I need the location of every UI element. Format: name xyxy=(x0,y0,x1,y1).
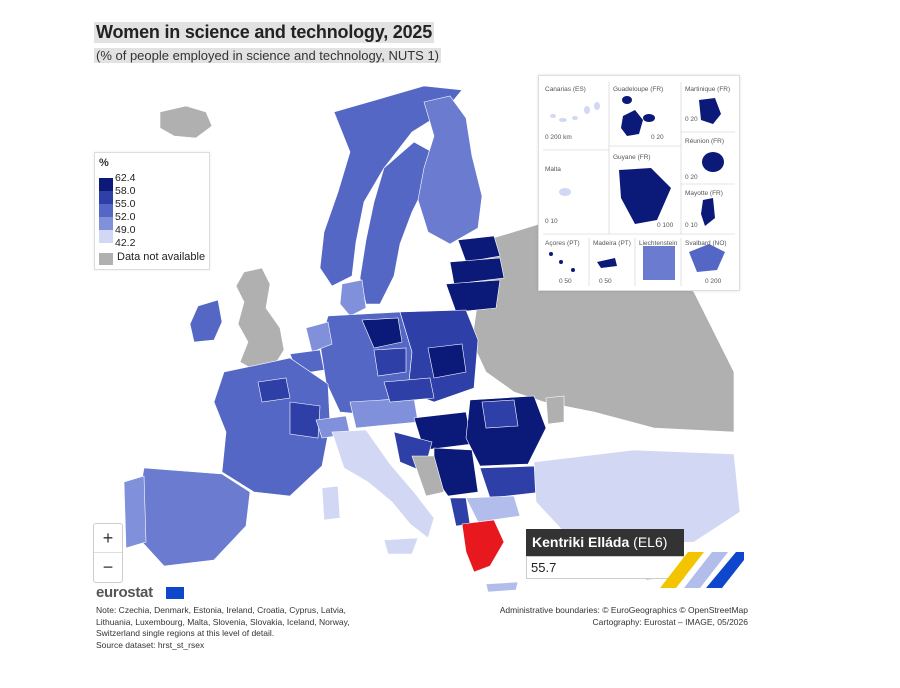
region-finland xyxy=(417,95,483,245)
legend-na-swatch xyxy=(99,253,113,265)
legend-tick: 49.0 xyxy=(115,224,136,236)
region-estonia xyxy=(457,235,501,263)
inset-label-svalbard: Svalbard (NO) xyxy=(685,240,727,247)
inset-scale-svalbard: 0 200 xyxy=(705,278,722,285)
inset-mayotte-shape xyxy=(701,198,715,226)
inset-reunion-shape xyxy=(702,152,724,172)
region-italy xyxy=(331,429,435,539)
eu-flag-icon xyxy=(166,587,184,599)
region-greece-north xyxy=(465,495,521,523)
region-crete xyxy=(485,581,519,593)
region-denmark xyxy=(339,279,367,317)
inset-martinique-shape xyxy=(699,98,721,124)
region-sardinia xyxy=(321,485,341,521)
region-sicily xyxy=(383,537,419,555)
region-norway xyxy=(319,85,463,287)
region-portugal xyxy=(123,475,147,549)
inset-scale-guyane: 0 100 xyxy=(657,222,674,229)
decorative-stripes-icon xyxy=(660,552,744,588)
legend-swatch-3 xyxy=(99,204,113,217)
region-fr-centre xyxy=(289,401,321,439)
inset-maps-panel: Canarias (ES) 0 200 km Guadeloupe (FR) 0… xyxy=(538,75,740,291)
legend-na-label: Data not available xyxy=(117,251,206,263)
zoom-out-button[interactable]: − xyxy=(102,557,114,577)
footer-note-text: Note: Czechia, Denmark, Estonia, Ireland… xyxy=(96,605,350,638)
inset-label-madeira: Madeira (PT) xyxy=(593,240,631,247)
region-spain xyxy=(137,467,251,567)
region-france xyxy=(213,357,331,497)
legend-swatch-2 xyxy=(99,191,113,204)
inset-scale-acores: 0 50 xyxy=(559,278,572,285)
inset-malta-shape xyxy=(559,188,571,196)
legend-tick: 52.0 xyxy=(115,211,136,223)
region-moldova xyxy=(545,395,565,425)
region-pl-central xyxy=(427,343,467,379)
region-bulgaria xyxy=(479,465,543,499)
inset-scale-canarias: 0 200 km xyxy=(545,134,572,141)
region-balkans-na xyxy=(411,455,445,497)
inset-scale-reunion: 0 20 xyxy=(685,174,698,181)
footer-boundaries: Administrative boundaries: © EuroGeograp… xyxy=(499,605,748,615)
map-title: Women in science and technology, 2025 xyxy=(94,22,435,43)
eurostat-logo: eurostat xyxy=(96,584,153,601)
legend-tick: 55.0 xyxy=(115,198,136,210)
inset-guadeloupe-shape xyxy=(621,110,643,136)
region-austria xyxy=(349,397,419,429)
inset-label-malta: Malta xyxy=(545,166,561,173)
inset-scale-mayotte: 0 10 xyxy=(685,222,698,229)
zoom-in-button[interactable]: + xyxy=(94,524,122,553)
region-fr-paris xyxy=(257,377,291,403)
region-de-north xyxy=(361,317,403,349)
legend-swatch-5 xyxy=(99,230,113,243)
region-albania xyxy=(449,497,471,527)
tooltip-region-code: (EL6) xyxy=(633,534,668,550)
legend-tick: 42.2 xyxy=(115,237,136,249)
inset-label-mayotte: Mayotte (FR) xyxy=(685,190,723,197)
inset-label-reunion: Réunion (FR) xyxy=(685,138,725,145)
tooltip-value: 55.7 xyxy=(526,556,684,579)
legend-tick: 58.0 xyxy=(115,185,136,197)
inset-label-guyane: Guyane (FR) xyxy=(613,154,651,161)
region-tooltip: Kentriki Elláda (EL6) 55.7 xyxy=(526,529,684,579)
region-iceland xyxy=(159,105,213,139)
region-ireland xyxy=(189,299,223,343)
region-de-east xyxy=(373,347,407,377)
legend-swatch-4 xyxy=(99,217,113,230)
region-turkey xyxy=(533,449,741,547)
inset-guyane-shape xyxy=(619,168,671,224)
inset-scale-madeira: 0 50 xyxy=(599,278,612,285)
tooltip-header: Kentriki Elláda (EL6) xyxy=(526,529,684,556)
region-latvia xyxy=(449,257,505,285)
footer-credits: Administrative boundaries: © EuroGeograp… xyxy=(500,605,748,628)
inset-label-guadeloupe: Guadeloupe (FR) xyxy=(613,86,664,93)
map-legend: % 62.4 58.0 55.0 52.0 49.0 42.2 Data not… xyxy=(94,152,210,270)
region-lithuania xyxy=(445,279,501,313)
inset-scale-malta: 0 10 xyxy=(545,218,558,225)
region-ro-north xyxy=(481,399,519,429)
footer-source: Source dataset: hrst_st_rsex xyxy=(96,639,205,650)
inset-label-martinique: Martinique (FR) xyxy=(685,86,731,93)
inset-canarias-shapes xyxy=(550,102,600,122)
legend-unit: % xyxy=(99,157,109,169)
footer-note: Note: Czechia, Denmark, Estonia, Ireland… xyxy=(96,605,376,651)
region-greece-kentriki-ellada xyxy=(461,519,505,573)
inset-scale-guadeloupe: 0 20 xyxy=(651,134,664,141)
legend-tick: 62.4 xyxy=(115,172,136,184)
inset-label-acores: Açores (PT) xyxy=(545,240,580,247)
inset-label-liechtenstein: Liechtenstein xyxy=(639,240,678,247)
tooltip-region-name: Kentriki Elláda xyxy=(532,534,630,550)
region-united-kingdom xyxy=(235,267,285,371)
inset-scale-martinique: 0 20 xyxy=(685,116,698,123)
zoom-controls: + − xyxy=(93,523,123,583)
footer-cartography: Cartography: Eurostat – IMAGE, 05/2026 xyxy=(592,616,748,627)
map-subtitle: (% of people employed in science and tec… xyxy=(94,48,442,63)
region-czechia xyxy=(383,377,435,403)
inset-label-canarias: Canarias (ES) xyxy=(545,86,586,93)
legend-swatch-1 xyxy=(99,178,113,191)
region-netherlands xyxy=(305,321,333,353)
